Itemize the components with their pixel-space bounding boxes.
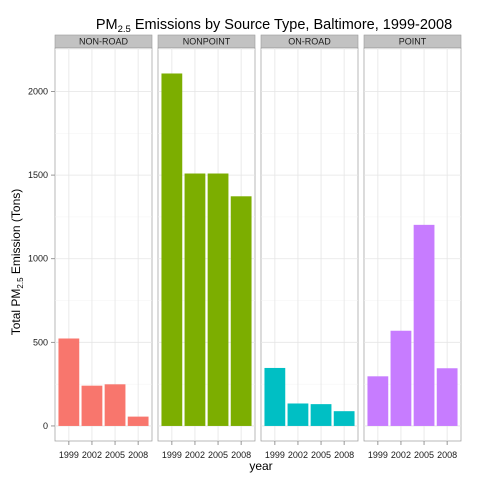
bar [184,173,206,426]
bar [413,224,435,426]
x-tick-label: 2002 [288,450,308,460]
x-tick-label: 2005 [105,450,125,460]
bar [207,173,229,426]
x-tick-label: 2008 [334,450,354,460]
x-tick-label: 2002 [185,450,205,460]
facet-panel: NONPOINT 1999 2002 2005 2008 [157,34,256,460]
y-tick-label: 2000 [28,86,48,96]
bar [287,403,309,426]
facet-panel: ON-ROAD 1999 2002 2005 2008 [260,34,359,460]
x-tick-label: 2008 [128,450,148,460]
bar [127,416,149,426]
bar [230,196,252,426]
bar [104,384,126,426]
x-tick-label: 2005 [414,450,434,460]
y-tick-label: 0 [43,421,48,431]
x-tick-label: 2005 [208,450,228,460]
strip-label: POINT [399,37,427,47]
x-tick-label: 1999 [265,450,285,460]
chart-title: PM2.5 Emissions by Source Type, Baltimor… [96,17,452,35]
x-tick-label: 2002 [82,450,102,460]
facet-panel: POINT 1999 2002 2005 2008 [363,34,462,460]
x-tick-label: 2002 [391,450,411,460]
x-axis-title: year [249,459,272,473]
x-tick-label: 2005 [311,450,331,460]
strip-label: NON-ROAD [79,37,128,47]
bar [58,338,80,426]
y-tick-label: 1500 [28,170,48,180]
bar [264,367,286,426]
strip-label: NONPOINT [183,37,231,47]
bar [436,368,458,426]
x-tick-label: 2008 [231,450,251,460]
y-axis: 0 500 1000 1500 2000 [28,86,55,431]
y-tick-label: 1000 [28,254,48,264]
x-tick-label: 2008 [437,450,457,460]
bar [81,385,103,426]
x-tick-label: 1999 [59,450,79,460]
bar [310,404,332,426]
y-tick-label: 500 [33,337,48,347]
bar [333,411,355,426]
bar [390,330,412,426]
strip-label: ON-ROAD [288,37,331,47]
bar [161,73,183,426]
x-tick-label: 1999 [368,450,388,460]
y-axis-title: Total PM2.5 Emission (Tons) [9,189,25,336]
x-tick-label: 1999 [162,450,182,460]
bar [367,376,389,426]
facet-panel: NON-ROAD 1999 2002 2005 2008 [54,34,153,460]
